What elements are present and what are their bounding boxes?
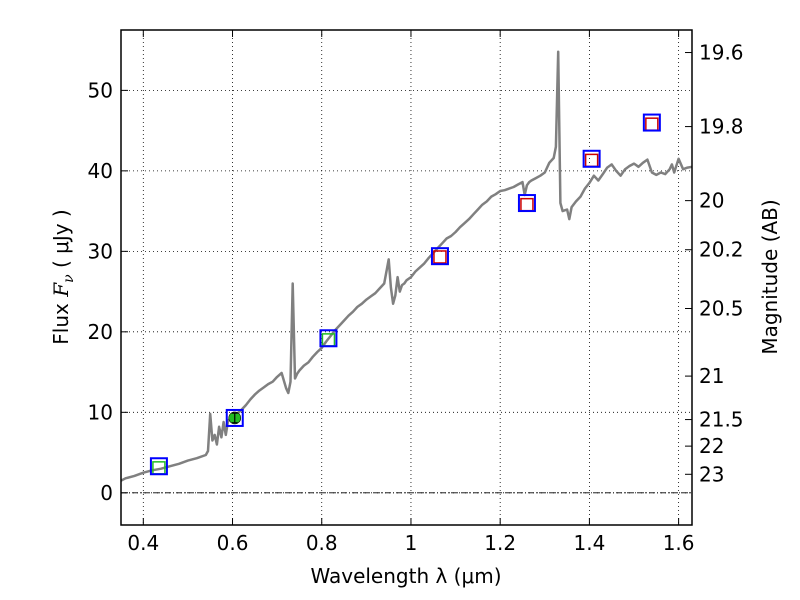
x-tick-label: 1.2 <box>484 531 516 555</box>
photometry-point <box>319 329 338 348</box>
magnitude-tick-label: 22 <box>699 434 724 458</box>
grid-lines <box>121 30 692 525</box>
x-tick-label: 1.6 <box>663 531 695 555</box>
spectrum-line <box>120 50 693 482</box>
magnitude-tick-label: 19.6 <box>699 41 744 65</box>
magnitude-tick-label: 19.8 <box>699 115 744 139</box>
photometry-point <box>149 457 168 476</box>
x-tick-label: 0.4 <box>127 531 159 555</box>
photometry-point <box>225 408 244 427</box>
photometry-point <box>430 247 449 266</box>
photometry-point <box>642 113 661 132</box>
y-tick-label: 20 <box>88 320 113 344</box>
y-axis-label: Flux Fν ( μJy ) <box>49 209 77 344</box>
magnitude-tick-label: 20.5 <box>699 296 744 320</box>
magnitude-tick-label: 21.5 <box>699 408 744 432</box>
magnitude-axis-ticks: 19.6 19.8 20 20.2 20.5 21 21.522 23 <box>685 41 744 486</box>
photometry-point <box>582 149 601 168</box>
photometry-model-point <box>645 117 659 131</box>
x-axis-label: Wavelength λ (μm) <box>310 564 501 588</box>
y-tick-label: 0 <box>100 481 113 505</box>
x-tick-label: 0.6 <box>217 531 249 555</box>
plot-area <box>120 50 693 482</box>
photometry-model-point <box>584 153 599 168</box>
magnitude-tick-label: 23 <box>699 462 724 486</box>
plot-frame <box>120 29 693 526</box>
y-tick-label: 10 <box>88 400 113 424</box>
magnitude-tick-label: 20 <box>699 189 724 213</box>
photometry-model-point <box>433 250 447 264</box>
magnitude-tick-label: 20.2 <box>699 238 744 262</box>
x-tick-label: 0.8 <box>306 531 338 555</box>
photometry-model-point <box>520 197 534 212</box>
x-tick-label: 1.4 <box>573 531 605 555</box>
x-axis-ticks: 0.4 0.6 0.8 1 1.2 1.4 1.6 <box>127 30 695 555</box>
y-axis-ticks: 0 10 20 30 40 50 <box>88 78 128 505</box>
photometry-point <box>517 194 536 213</box>
x-tick-label: 1 <box>405 531 418 555</box>
magnitude-axis-label: Magnitude (AB) <box>758 199 782 354</box>
y-tick-label: 40 <box>88 159 113 183</box>
magnitude-tick-label: 21 <box>699 364 724 388</box>
y-tick-label: 30 <box>88 239 113 263</box>
y-tick-label: 50 <box>88 78 113 102</box>
